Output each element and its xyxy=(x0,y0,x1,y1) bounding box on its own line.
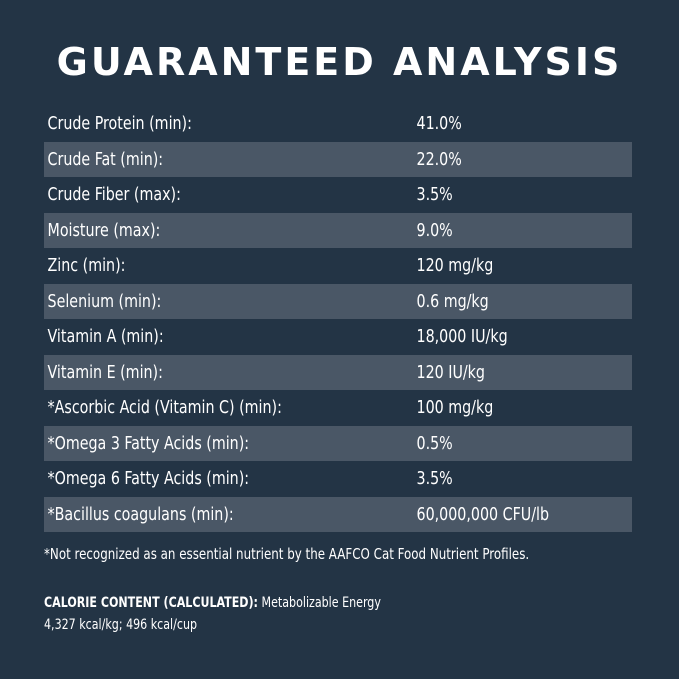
nutrient-label: Crude Fat (min): xyxy=(47,148,164,170)
nutrient-value: 120 IU/kg xyxy=(416,361,485,383)
footnote: *Not recognized as an essential nutrient… xyxy=(44,545,530,563)
nutrient-label: *Ascorbic Acid (Vitamin C) (min): xyxy=(47,397,282,419)
nutrient-label: *Omega 3 Fatty Acids (min): xyxy=(47,432,250,454)
table-row: Moisture (max): 9.0% xyxy=(44,212,632,248)
calorie-values: 4,327 kcal/kg; 496 kcal/cup xyxy=(44,617,198,633)
nutrient-value: 60,000,000 CFU/lb xyxy=(416,503,550,525)
table-row: Zinc (min): 120 mg/kg xyxy=(44,248,632,284)
nutrient-label: *Bacillus coagulans (min): xyxy=(47,503,234,525)
nutrient-value: 3.5% xyxy=(416,468,453,490)
calorie-content: CALORIE CONTENT (CALCULATED): Metaboliza… xyxy=(44,592,381,636)
nutrient-value: 18,000 IU/kg xyxy=(416,326,508,348)
nutrient-value: 100 mg/kg xyxy=(416,397,494,419)
nutrient-label: Vitamin A (min): xyxy=(47,326,164,348)
nutrient-label: Moisture (max): xyxy=(47,219,161,241)
nutrient-value: 0.6 mg/kg xyxy=(416,290,489,312)
table-row: Selenium (min): 0.6 mg/kg xyxy=(44,283,632,319)
nutrient-value: 41.0% xyxy=(416,113,462,135)
nutrient-label: *Omega 6 Fatty Acids (min): xyxy=(47,468,250,490)
table-row: *Bacillus coagulans (min): 60,000,000 CFU… xyxy=(44,496,632,532)
nutrient-label: Vitamin E (min): xyxy=(47,361,163,383)
nutrient-value: 120 mg/kg xyxy=(416,255,494,277)
nutrient-label: Zinc (min): xyxy=(47,255,126,277)
analysis-table: Crude Protein (min): 41.0% Crude Fat (min)… xyxy=(44,106,632,532)
nutrient-label: Crude Fiber (max): xyxy=(47,184,181,206)
nutrient-label: Crude Protein (min): xyxy=(47,113,192,135)
calorie-label: Metabolizable Energy xyxy=(261,595,381,611)
nutrient-label: Selenium (min): xyxy=(47,290,162,312)
nutrient-value: 3.5% xyxy=(416,184,453,206)
calorie-heading: CALORIE CONTENT (CALCULATED): xyxy=(44,595,259,611)
table-row: Crude Protein (min): 41.0% xyxy=(44,106,632,142)
table-row: Crude Fat (min): 22.0% xyxy=(44,141,632,177)
nutrient-value: 22.0% xyxy=(416,148,462,170)
nutrient-value: 0.5% xyxy=(416,432,453,454)
page-title: GUARANTEED ANALYSIS xyxy=(56,40,623,84)
table-row: *Omega 6 Fatty Acids (min): 3.5% xyxy=(44,461,632,497)
table-row: *Ascorbic Acid (Vitamin C) (min): 100 mg/… xyxy=(44,390,632,426)
table-row: Vitamin E (min): 120 IU/kg xyxy=(44,354,632,390)
table-row: Crude Fiber (max): 3.5% xyxy=(44,177,632,213)
table-row: *Omega 3 Fatty Acids (min): 0.5% xyxy=(44,425,632,461)
table-row: Vitamin A (min): 18,000 IU/kg xyxy=(44,319,632,355)
nutrient-value: 9.0% xyxy=(416,219,453,241)
